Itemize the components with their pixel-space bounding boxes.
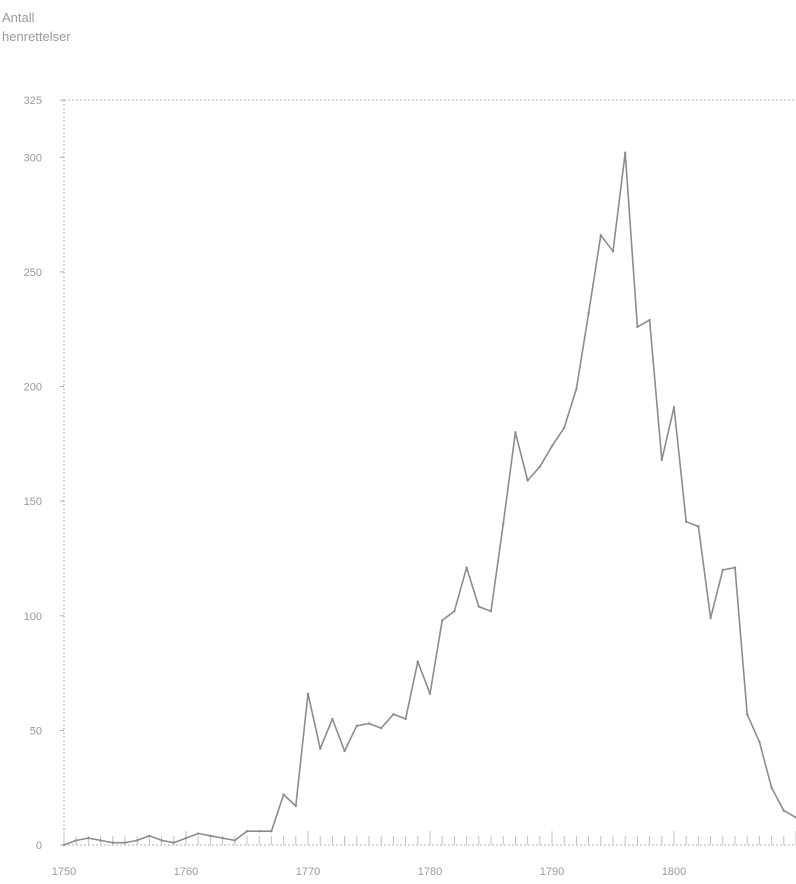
data-point (428, 692, 432, 695)
data-point (355, 724, 358, 727)
data-point (404, 717, 407, 721)
data-point (697, 525, 700, 528)
data-point (733, 566, 737, 569)
y-tick-label: 250 (24, 267, 42, 279)
y-tick-label: 150 (24, 496, 42, 508)
y-tick-label: 50 (30, 725, 42, 737)
data-point (550, 444, 554, 448)
data-point (636, 325, 639, 329)
data-point (99, 839, 102, 842)
data-point (233, 839, 236, 842)
data-point (685, 520, 688, 523)
data-point (575, 387, 578, 391)
data-point (209, 834, 212, 838)
data-point (380, 726, 383, 730)
data-point (611, 250, 615, 253)
x-tick-label: 1770 (296, 866, 320, 878)
data-point (648, 318, 651, 322)
y-tick-label: 300 (24, 152, 42, 164)
data-point (465, 566, 468, 569)
data-point (599, 234, 602, 237)
data-point (502, 522, 505, 526)
x-tick-label: 1750 (52, 866, 76, 878)
data-point (258, 830, 261, 833)
y-tick-label: 325 (24, 95, 42, 107)
data-point (172, 841, 175, 844)
data-point (514, 431, 517, 434)
data-point (453, 609, 456, 613)
x-tick-label: 1760 (174, 866, 198, 878)
y-axis-title: Antall henrettelser (2, 8, 71, 46)
data-point (563, 426, 566, 429)
data-point (587, 311, 590, 315)
data-point (367, 722, 371, 725)
data-point (184, 836, 188, 840)
data-point (270, 830, 273, 833)
data-point (758, 740, 761, 744)
data-point (672, 405, 676, 409)
data-point (245, 830, 249, 833)
data-point (160, 839, 163, 842)
data-point (709, 616, 712, 620)
data-point (136, 839, 139, 842)
data-point (331, 717, 334, 721)
data-point (624, 151, 627, 154)
data-point (123, 841, 127, 844)
data-point (197, 832, 200, 835)
x-tick-label: 1780 (418, 866, 442, 878)
data-point (343, 749, 346, 753)
data-point (526, 479, 529, 482)
data-point (282, 793, 285, 796)
data-point (782, 809, 785, 812)
series-line (63, 151, 796, 846)
y-tick-label: 0 (36, 840, 42, 852)
x-tick-label: 1790 (540, 866, 564, 878)
data-point (477, 605, 480, 608)
data-point (87, 836, 90, 840)
data-point (111, 841, 115, 844)
data-point (306, 692, 310, 695)
data-point (770, 786, 773, 789)
y-axis-title-line-2: henrettelser (2, 29, 71, 44)
data-point (416, 660, 419, 663)
data-point (62, 843, 66, 847)
data-point (294, 804, 297, 808)
data-point (721, 568, 724, 572)
y-tick-label: 100 (24, 611, 42, 623)
x-tick-label: 1800 (662, 866, 686, 878)
data-point (441, 619, 444, 622)
data-point (148, 834, 151, 838)
data-point (660, 458, 663, 462)
data-point (221, 836, 224, 840)
data-point (538, 465, 541, 468)
y-tick-label: 200 (24, 382, 42, 394)
data-point (319, 747, 322, 750)
y-axis-title-line-1: Antall (2, 10, 35, 25)
data-point (746, 713, 749, 716)
data-point (392, 713, 395, 716)
data-point (489, 609, 493, 613)
data-point (75, 839, 78, 842)
